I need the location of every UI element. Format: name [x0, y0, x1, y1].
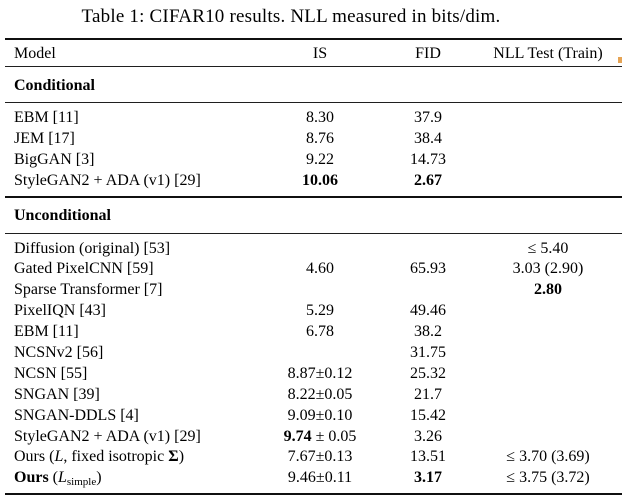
section-header-unconditional: Unconditional — [5, 198, 622, 233]
header-rule — [5, 66, 622, 67]
cell-fid: 21.7 — [414, 385, 442, 403]
cell-is: 9.46±0.11 — [287, 469, 353, 487]
cell-model: SNGAN [39] — [14, 385, 100, 403]
cell-is: 9.74 ± 0.05 — [283, 427, 357, 445]
table-row: BigGAN [3] 9.22 14.73 — [5, 149, 622, 170]
cell-fid: 38.4 — [414, 129, 442, 147]
section-separator-rule — [5, 195, 622, 198]
table-sections: Conditional EBM [11] 8.30 37.9 JEM [17] 8.76 3… — [5, 67, 622, 496]
cell-model: Ours (Lsimple) — [14, 468, 102, 488]
header-fid: FID — [415, 45, 441, 62]
table-row: SNGAN [39] 8.22±0.05 21.7 — [5, 384, 622, 405]
section-header-conditional: Conditional — [5, 67, 622, 102]
table-row: EBM [11] 6.78 38.2 — [5, 322, 622, 343]
table-row: Diffusion (original) [53] ≤ 5.40 — [5, 238, 622, 259]
cell-is: 9.22 — [306, 150, 334, 168]
cell-is: 5.29 — [306, 302, 334, 320]
cell-is: 7.67±0.13 — [287, 448, 353, 466]
section-rows: Diffusion (original) [53] ≤ 5.40 Gated Pix… — [5, 234, 622, 494]
table-row: EBM [11] 8.30 37.9 — [5, 108, 622, 129]
cell-model: EBM [11] — [14, 323, 79, 341]
cell-model: SNGAN-DDLS [4] — [14, 406, 139, 424]
cell-fid: 15.42 — [410, 406, 446, 424]
cell-is: 8.22±0.05 — [287, 385, 353, 403]
cell-is: 4.60 — [306, 260, 334, 278]
caption-label: Table 1: — [81, 6, 145, 27]
cell-fid: 3.26 — [414, 427, 442, 445]
cell-fid: 2.67 — [414, 171, 442, 189]
cell-fid: 37.9 — [414, 108, 442, 126]
cell-fid: 13.51 — [410, 448, 446, 466]
table-row: JEM [17] 8.76 38.4 — [5, 128, 622, 149]
cell-model: BigGAN [3] — [14, 150, 95, 168]
caption-text: CIFAR10 results. NLL measured in bits/di… — [144, 6, 501, 27]
cell-nll: 3.03 (2.90) — [512, 260, 584, 278]
cell-fid: 3.17 — [414, 469, 442, 487]
header-is: IS — [312, 45, 328, 62]
table-row: PixelIQN [43] 5.29 49.46 — [5, 301, 622, 322]
cell-is: 9.09±0.10 — [287, 406, 353, 424]
section-rows: EBM [11] 8.30 37.9 JEM [17] 8.76 38.4 BigGAN [… — [5, 103, 622, 196]
table-row: SNGAN-DDLS [4] 9.09±0.10 15.42 — [5, 405, 622, 426]
cell-model: NCSN [55] — [14, 364, 88, 382]
cell-fid: 38.2 — [414, 323, 442, 341]
header-row: Model IS FID NLL Test (Train) — [5, 40, 622, 66]
header-nll: NLL Test (Train) — [493, 45, 603, 62]
cell-model: StyleGAN2 + ADA (v1) [29] — [14, 427, 201, 445]
bottom-rule — [5, 493, 622, 496]
cell-fid: 14.73 — [410, 150, 446, 168]
cell-model: JEM [17] — [14, 129, 75, 147]
cell-nll: ≤ 3.75 (3.72) — [506, 469, 590, 487]
cell-model: Gated PixelCNN [59] — [14, 260, 154, 278]
section-label: Unconditional — [14, 207, 111, 225]
top-rule — [5, 38, 622, 40]
cell-model: Sparse Transformer [7] — [14, 281, 163, 299]
results-table: Model IS FID NLL Test (Train) Conditiona… — [5, 38, 622, 496]
table-row: Ours (Lsimple) 9.46±0.11 3.17 ≤ 3.75 (3.72) — [5, 468, 622, 489]
table-row: Gated PixelCNN [59] 4.60 65.93 3.03 (2.90) — [5, 259, 622, 280]
cell-is: 10.06 — [302, 171, 338, 189]
cell-fid: 31.75 — [410, 343, 446, 361]
cell-nll: ≤ 3.70 (3.69) — [506, 448, 590, 466]
table-row: Sparse Transformer [7] 2.80 — [5, 280, 622, 301]
table-caption: Table 1: CIFAR10 results. NLL measured i… — [0, 6, 582, 28]
section-rule — [5, 232, 622, 234]
cell-nll: 2.80 — [534, 281, 562, 299]
cell-model: Diffusion (original) [53] — [14, 239, 171, 257]
cell-is: 8.76 — [306, 129, 334, 147]
cell-nll: ≤ 5.40 — [527, 239, 569, 257]
cell-model: StyleGAN2 + ADA (v1) [29] — [14, 171, 201, 189]
cell-fid: 65.93 — [410, 260, 446, 278]
section-label: Conditional — [14, 76, 95, 94]
cell-fid: 25.32 — [410, 364, 446, 382]
table-row: StyleGAN2 + ADA (v1) [29] 10.06 2.67 — [5, 170, 622, 191]
cell-is: 6.78 — [306, 323, 334, 341]
table-row: NCSN [55] 8.87±0.12 25.32 — [5, 363, 622, 384]
table-row: StyleGAN2 + ADA (v1) [29] 9.74 ± 0.05 3.26 — [5, 426, 622, 447]
cell-model: EBM [11] — [14, 108, 79, 126]
cell-model: Ours (L, fixed isotropic Σ) — [14, 448, 185, 466]
table-row: Ours (L, fixed isotropic Σ) 7.67±0.13 13.5… — [5, 447, 622, 468]
cell-model: PixelIQN [43] — [14, 302, 106, 320]
cell-is: 8.87±0.12 — [287, 364, 353, 382]
cell-fid: 49.46 — [410, 302, 446, 320]
cell-is: 8.30 — [306, 108, 334, 126]
section-rule — [5, 102, 622, 103]
cell-model: NCSNv2 [56] — [14, 343, 104, 361]
edge-artifact — [618, 57, 622, 63]
table-row: NCSNv2 [56] 31.75 — [5, 343, 622, 364]
header-model: Model — [14, 45, 56, 62]
